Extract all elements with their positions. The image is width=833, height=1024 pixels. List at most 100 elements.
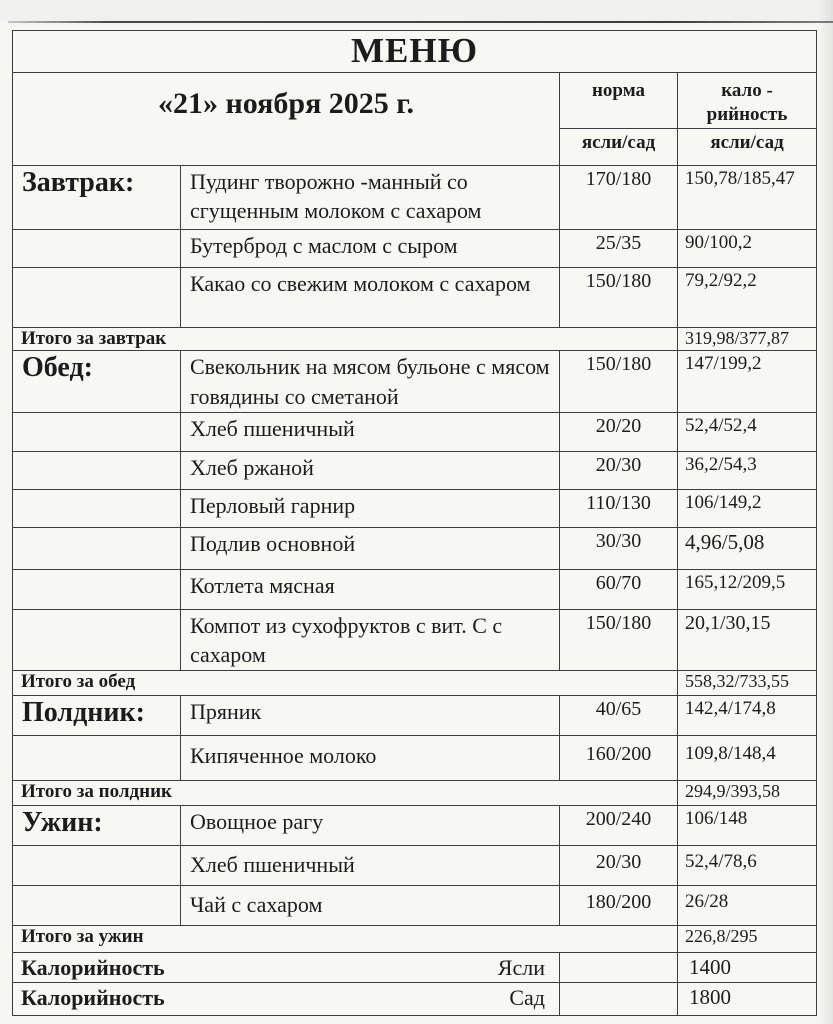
dish-name: Овощное рагу bbox=[180, 805, 560, 847]
norma-value: 170/180 bbox=[559, 164, 678, 230]
kalo-value: 26/28 bbox=[676, 885, 818, 927]
dish-name: Подлив основной bbox=[180, 526, 560, 570]
kalo-value: 4,96/5,08 bbox=[676, 526, 818, 570]
table-row: Хлеб пшеничный 20/30 52,4/78,6 bbox=[12, 845, 818, 887]
meal-label-dinner: Ужин: bbox=[12, 805, 181, 847]
norma-value: 20/30 bbox=[559, 450, 678, 490]
norma-value: 25/35 bbox=[559, 228, 678, 268]
norma-value: 200/240 bbox=[559, 805, 678, 847]
title-row: МЕНЮ bbox=[11, 30, 818, 73]
table-row: Чай с сахаром 180/200 26/28 bbox=[12, 885, 818, 927]
calorie-value: 1400 bbox=[676, 952, 818, 984]
meal-label-empty bbox=[12, 845, 181, 887]
meal-label-empty bbox=[12, 885, 181, 927]
calorie-row-nursery: Калорийность Ясли 1400 bbox=[12, 952, 818, 984]
kalo-value: 52,4/78,6 bbox=[676, 845, 818, 887]
total-row-breakfast: Итого за завтрак 319,98/377,87 bbox=[12, 326, 818, 352]
kalo-value: 52,4/52,4 bbox=[676, 411, 818, 452]
table-row: Подлив основной 30/30 4,96/5,08 bbox=[12, 526, 818, 570]
dish-name: Какао со свежим молоком с сахаром bbox=[180, 266, 560, 328]
norma-value: 30/30 bbox=[559, 526, 678, 570]
meal-label-empty bbox=[12, 266, 181, 328]
page-title: МЕНЮ bbox=[11, 30, 818, 73]
table-row: Котлета мясная 60/70 165,12/209,5 bbox=[12, 568, 818, 610]
table-row: Ужин: Овощное рагу 200/240 106/148 bbox=[12, 805, 818, 847]
calorie-group: Сад bbox=[509, 985, 545, 1011]
norma-value: 160/200 bbox=[559, 735, 678, 782]
menu-table: МЕНЮ «21» ноября 2025 г. норма кало - ри… bbox=[11, 30, 818, 1017]
norma-value: 150/180 bbox=[559, 350, 678, 413]
norma-value: 40/65 bbox=[559, 695, 678, 737]
table-row: Обед: Свекольник на мясом бульоне с мясо… bbox=[12, 350, 818, 413]
calorie-row-kindergarten: Калорийность Сад 1800 bbox=[12, 982, 818, 1017]
norma-value: 20/30 bbox=[559, 845, 678, 887]
calorie-label-cell: Калорийность Сад bbox=[12, 982, 560, 1017]
table-row: Бутерброд с маслом с сыром 25/35 90/100,… bbox=[12, 228, 818, 268]
table-row: Какао со свежим молоком с сахаром 150/18… bbox=[12, 266, 818, 328]
meal-label-empty bbox=[12, 735, 181, 782]
meal-label-empty bbox=[12, 488, 181, 528]
kalo-value: 79,2/92,2 bbox=[676, 266, 818, 328]
dish-name: Пряник bbox=[180, 695, 560, 737]
dish-name: Чай с сахаром bbox=[180, 885, 560, 927]
kalo-value: 165,12/209,5 bbox=[676, 568, 818, 610]
kalo-value: 106/149,2 bbox=[676, 488, 818, 528]
menu-date: «21» ноября 2025 г. bbox=[12, 72, 560, 166]
table-row: Кипяченное молоко 160/200 109,8/148,4 bbox=[12, 735, 818, 782]
dish-name: Перловый гарнир bbox=[180, 488, 560, 528]
kalo-value: 147/199,2 bbox=[676, 350, 818, 413]
norma-value: 180/200 bbox=[559, 885, 678, 927]
norma-value: 60/70 bbox=[559, 568, 678, 610]
dish-name: Свекольник на мясом бульоне с мясом говя… bbox=[180, 350, 560, 413]
scan-artifact-line bbox=[8, 21, 833, 23]
meal-label-empty bbox=[12, 411, 181, 452]
calorie-label-cell: Калорийность Ясли bbox=[12, 952, 560, 984]
norma-value: 150/180 bbox=[559, 608, 678, 672]
total-row-lunch: Итого за обед 558,32/733,55 bbox=[12, 670, 818, 697]
column-header-norma: норма bbox=[559, 72, 678, 129]
calorie-label: Калорийность bbox=[21, 955, 165, 981]
table-row: Хлеб пшеничный 20/20 52,4/52,4 bbox=[12, 411, 818, 452]
norma-value: 150/180 bbox=[559, 266, 678, 328]
header-row: «21» ноября 2025 г. норма кало - рийност… bbox=[12, 72, 818, 166]
calorie-group: Ясли bbox=[497, 955, 545, 981]
dish-name: Хлеб пшеничный bbox=[180, 845, 560, 887]
dish-name: Бутерброд с маслом с сыром bbox=[180, 228, 560, 268]
table-row: Перловый гарнир 110/130 106/149,2 bbox=[12, 488, 818, 528]
table-row: Завтрак: Пудинг творожно -манный со сгущ… bbox=[12, 164, 818, 230]
table-row: Полдник: Пряник 40/65 142,4/174,8 bbox=[12, 695, 818, 737]
meal-label-empty bbox=[12, 450, 181, 490]
dish-name: Котлета мясная bbox=[180, 568, 560, 610]
dish-name: Компот из сухофруктов с вит. С с сахаром bbox=[180, 608, 560, 672]
subheader-row: ясли/сад ясли/сад bbox=[13, 127, 818, 166]
kalo-value: 20,1/30,15 bbox=[676, 608, 818, 672]
subheader-norma: ясли/сад bbox=[559, 127, 678, 166]
kalo-value: 109,8/148,4 bbox=[676, 735, 818, 782]
subheader-kalo: ясли/сад bbox=[676, 127, 818, 166]
total-row-snack: Итого за полдник 294,9/393,58 bbox=[12, 780, 818, 807]
total-value: 294,9/393,58 bbox=[676, 780, 818, 807]
kalo-value: 36,2/54,3 bbox=[676, 450, 818, 490]
dish-name: Хлеб пшеничный bbox=[180, 411, 560, 452]
scan-top-strip bbox=[0, 0, 833, 21]
norma-value: 110/130 bbox=[559, 488, 678, 528]
meal-label-empty bbox=[12, 608, 181, 672]
kalo-value: 150,78/185,47 bbox=[676, 164, 818, 230]
kalo-value: 142,4/174,8 bbox=[676, 695, 818, 737]
table-row: Хлеб ржаной 20/30 36,2/54,3 bbox=[12, 450, 818, 490]
table-row: Компот из сухофруктов с вит. С с сахаром… bbox=[12, 608, 818, 672]
meal-label-breakfast: Завтрак: bbox=[12, 164, 181, 230]
total-value: 319,98/377,87 bbox=[676, 326, 818, 352]
dish-name: Кипяченное молоко bbox=[180, 735, 560, 782]
meal-label-empty bbox=[12, 228, 181, 268]
kalo-value: 106/148 bbox=[676, 805, 818, 847]
meal-label-empty bbox=[12, 526, 181, 570]
meal-label-lunch: Обед: bbox=[12, 350, 181, 413]
norma-value: 20/20 bbox=[559, 411, 678, 452]
meal-label-empty bbox=[12, 568, 181, 610]
total-value: 558,32/733,55 bbox=[676, 670, 818, 697]
total-row-dinner: Итого за ужин 226,8/295 bbox=[12, 925, 818, 954]
meal-label-snack: Полдник: bbox=[12, 695, 181, 737]
empty-cell bbox=[559, 952, 678, 984]
